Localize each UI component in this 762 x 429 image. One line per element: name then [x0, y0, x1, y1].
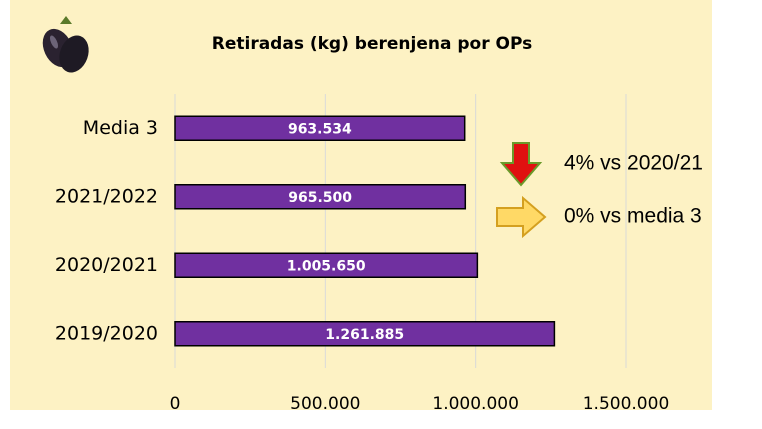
value-label: 1.261.885: [325, 327, 404, 343]
value-label: 963.534: [288, 121, 352, 137]
value-label: 1.005.650: [287, 258, 366, 274]
annotation: 4% vs 2020/21: [564, 152, 703, 175]
x-tick-label: 0: [170, 394, 181, 414]
chart-title: Retiradas (kg) berenjena por OPs: [212, 34, 533, 54]
chart: Retiradas (kg) berenjena por OPs 4% vs 2…: [0, 0, 762, 429]
y-tick-label: 2019/2020: [55, 322, 158, 344]
y-tick-label: 2020/2021: [55, 254, 158, 276]
x-tick-label: 1.000.000: [432, 394, 519, 414]
x-tick-label: 500.000: [290, 394, 360, 414]
y-tick-label: Media 3: [83, 117, 158, 139]
value-label: 965.500: [288, 190, 352, 206]
y-tick-label: 2021/2022: [55, 185, 158, 207]
x-tick-label: 1.500.000: [583, 394, 670, 414]
annotation: 0% vs media 3: [564, 205, 702, 228]
page: {"chart_data": {"type": "hbar", "title":…: [0, 0, 762, 429]
